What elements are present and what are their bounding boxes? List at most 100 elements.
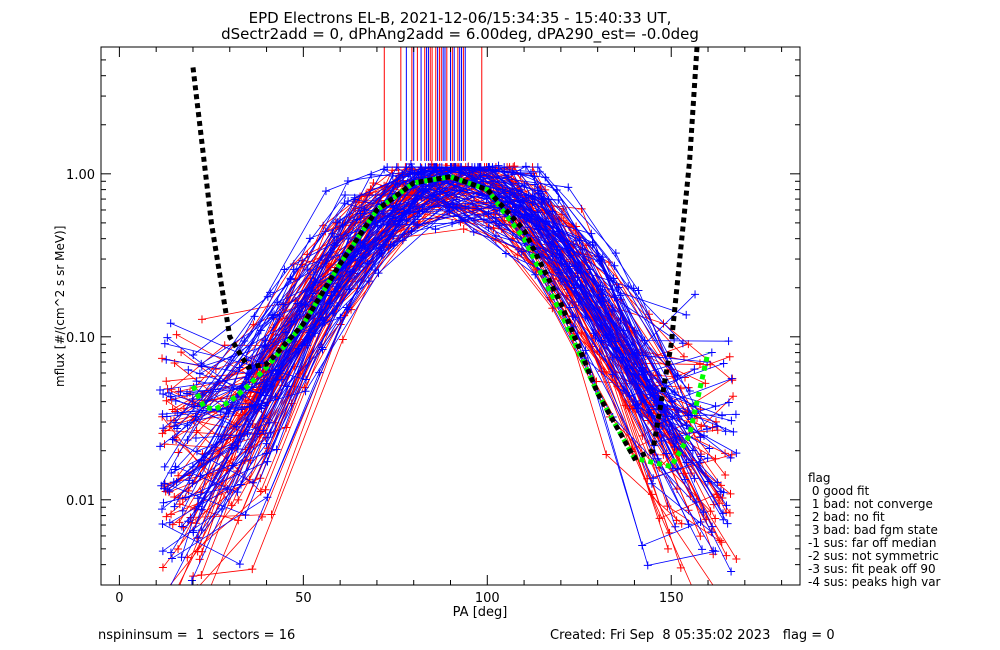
blue-series-line (168, 198, 677, 441)
footer-left: nspininsum = 1 sectors = 16 (98, 628, 296, 643)
blue-series-point (685, 386, 694, 395)
red-series-point (158, 563, 167, 572)
blue-series-point (195, 369, 204, 378)
blue-series-point (263, 292, 272, 301)
blue-series-point (682, 458, 691, 467)
blue-series-point (564, 183, 573, 192)
red-series-point (510, 162, 519, 171)
blue-series-point (494, 161, 503, 170)
blue-series-point (273, 298, 282, 307)
red-series-point (172, 589, 180, 597)
blue-series-point (724, 337, 733, 346)
blue-series-point (431, 225, 440, 234)
blue-series-point (244, 369, 253, 378)
blue-series-point (503, 198, 512, 207)
blue-series-point (162, 355, 171, 364)
blue-series-point (647, 479, 656, 488)
blue-series-point (266, 428, 275, 437)
blue-series-point (732, 449, 741, 458)
blue-series-line (201, 166, 687, 426)
red-series-point (500, 216, 509, 225)
blue-series-point (263, 433, 272, 442)
blue-series-point (341, 191, 350, 200)
red-series-point (193, 547, 202, 556)
blue-series-point (321, 187, 330, 196)
blue-series-point (537, 187, 546, 196)
blue-series-point (491, 231, 500, 240)
data-layer (156, 47, 741, 607)
blue-series-line (162, 188, 695, 429)
blue-series-point (191, 433, 200, 442)
blue-series-point (671, 522, 680, 531)
blue-series-point (176, 387, 185, 396)
blue-series-point (638, 541, 647, 550)
blue-series-point (159, 389, 168, 398)
blue-series-point (374, 269, 383, 278)
blue-series-point (327, 291, 336, 300)
blue-series-point (719, 359, 728, 368)
blue-series-point (699, 508, 708, 517)
blue-series-point (164, 388, 173, 397)
red-series-point (732, 554, 741, 563)
red-series-point (600, 368, 609, 377)
blue-series-point (330, 232, 339, 241)
blue-series-point (690, 474, 699, 483)
blue-series-point (484, 209, 493, 218)
blue-series-point (533, 163, 542, 172)
red-series-point (159, 590, 167, 598)
red-series-point (665, 528, 674, 537)
blue-series-point (160, 339, 169, 348)
blue-series-point (680, 475, 689, 484)
blue-series-point (469, 227, 478, 236)
red-series-point (256, 487, 265, 496)
blue-series-point (554, 196, 563, 205)
red-series-point (726, 489, 735, 498)
blue-series-point (709, 546, 718, 555)
blue-series-point (166, 319, 175, 328)
y-tick-label: 0.10 (66, 331, 95, 346)
blue-series-point (158, 410, 167, 419)
blue-series-point (353, 215, 362, 224)
blue-series-point (367, 170, 376, 179)
blue-series-point (192, 377, 201, 386)
y-axis-label: mflux [#/(cm^2 s sr MeV)] (53, 225, 67, 387)
red-series-point (160, 440, 169, 449)
blue-series-point (696, 517, 705, 526)
blue-series-point (573, 266, 582, 275)
blue-series-point (585, 265, 594, 274)
blue-series-point (295, 307, 304, 316)
blue-series-point (643, 561, 652, 570)
red-series-point (663, 502, 672, 511)
blue-series-point (343, 176, 352, 185)
red-series-point (177, 348, 186, 357)
red-series-point (200, 599, 208, 607)
blue-series-point (360, 242, 369, 251)
red-series-point (697, 422, 706, 431)
blue-series-point (634, 286, 643, 295)
blue-series-point (236, 480, 245, 489)
legend-title: flag (808, 471, 831, 485)
blue-series-point (691, 290, 700, 299)
chart-title-line1: EPD Electrons EL-B, 2021-12-06/15:34:35 … (248, 9, 672, 27)
blue-series-point (721, 427, 730, 436)
red-series-point (602, 450, 611, 459)
red-series-point (722, 508, 731, 517)
blue-series-point (707, 348, 716, 357)
red-series-point (174, 387, 183, 396)
red-series-point (220, 341, 229, 350)
blue-series-point (591, 334, 600, 343)
footer-right: Created: Fri Sep 8 05:35:02 2023 flag = … (550, 628, 835, 643)
blue-series-point (171, 418, 180, 427)
legend-item: 1 bad: not converge (808, 497, 933, 511)
red-series-point (197, 570, 206, 579)
blue-series-point (261, 391, 270, 400)
x-tick-label: 100 (475, 591, 500, 606)
x-tick-label: 150 (659, 591, 684, 606)
red-series-point (267, 510, 276, 519)
blue-series-point (533, 208, 542, 217)
red-series-point (489, 224, 498, 233)
blue-series-line (181, 180, 674, 558)
blue-series-point (708, 522, 717, 531)
blue-series-point (461, 216, 470, 225)
chart-title-line2: dSectr2add = 0, dPhAng2add = 6.00deg, dP… (221, 25, 699, 43)
